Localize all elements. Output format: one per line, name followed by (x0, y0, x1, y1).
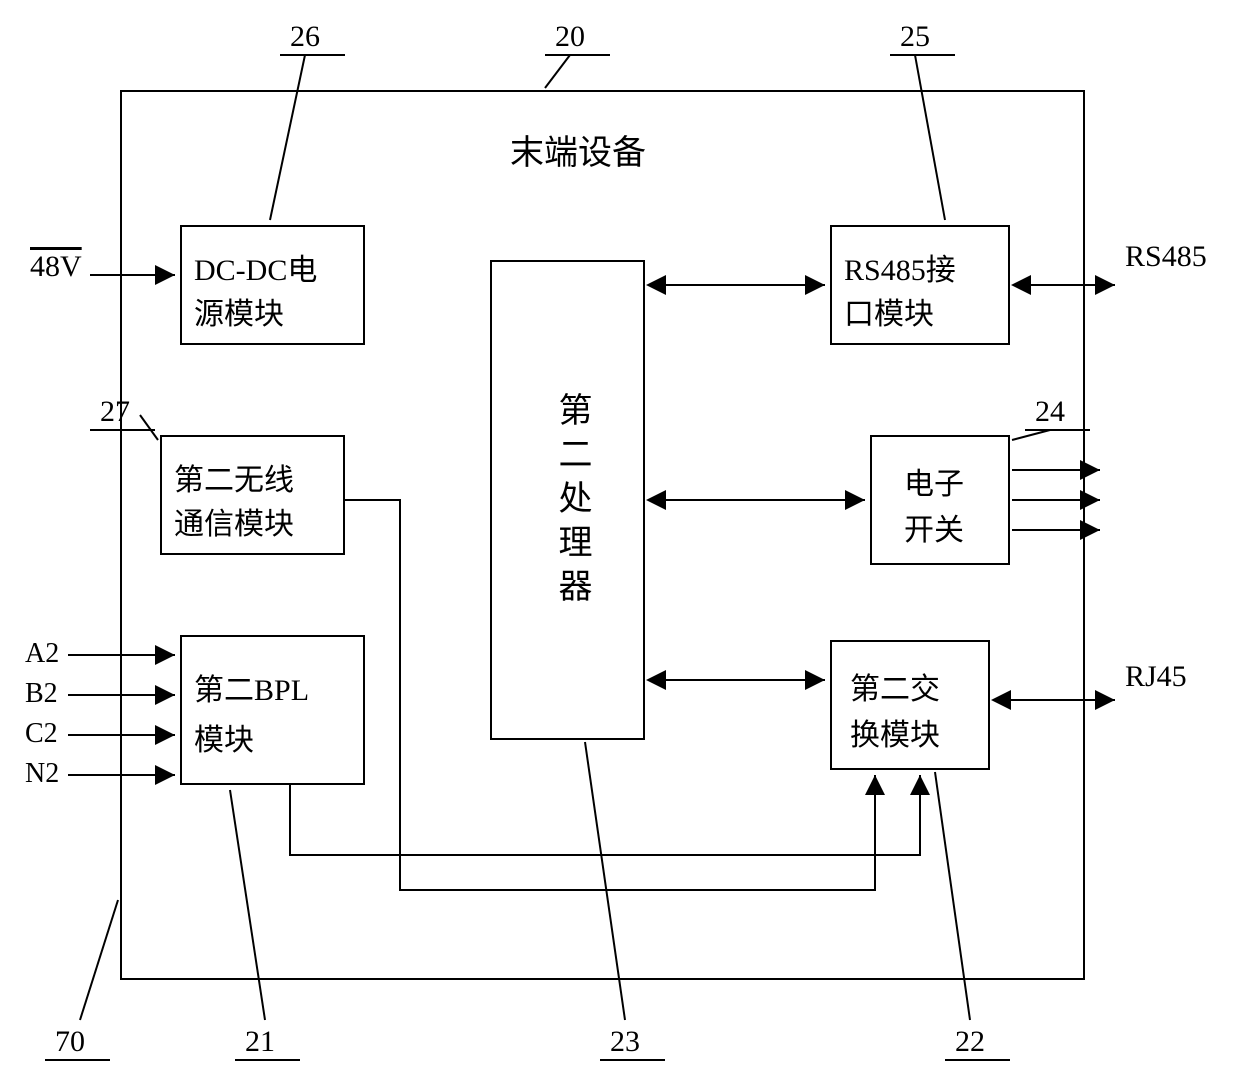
connectors-svg (0, 0, 1240, 1086)
diagram-container: 末端设备 DC-DC电 源模块 第二无线 通信模块 第二BPL 模块 第二处理器… (0, 0, 1240, 1086)
